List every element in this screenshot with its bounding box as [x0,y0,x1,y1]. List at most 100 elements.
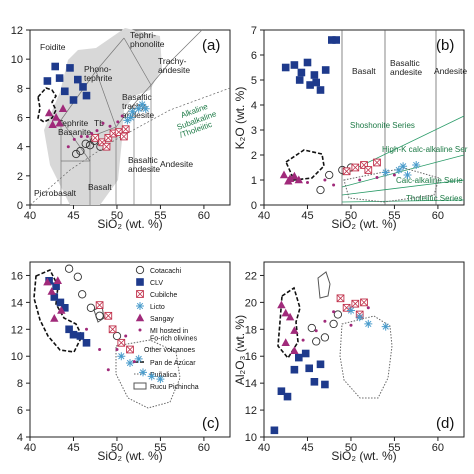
label-basaltic-andesite: Basaltic andesite [390,58,422,77]
point-clv-3 [295,76,304,84]
x-axis-label-d: SiO₂ (wt. %) [331,449,396,463]
point-licto-2 [403,170,412,180]
point-cubilche-4 [360,298,368,307]
tas-field-lines [60,29,203,205]
point-licto-4 [147,371,157,381]
x-tick-label: 40 [24,210,36,222]
svg-text:Licto: Licto [150,304,165,311]
rucu-pichincha-outline [317,271,331,299]
panel-letter-b: (b) [436,37,454,54]
point-mi-hosted-in-fo-rich-olivines-5 [392,173,396,177]
point-cubilche-6 [121,125,130,134]
label-basalt: Basalt [88,182,112,192]
x-tick-label: 50 [345,210,357,222]
point-cubilche-0 [336,294,345,303]
y-ticks-d: 10 12 14 16 18 20 22 [245,270,264,444]
point-licto-0 [346,306,356,315]
y-tick-label: 0 [17,200,23,212]
point-cubilche-1 [351,163,360,172]
point-mi-hosted-in-fo-rich-olivines-4 [101,121,105,125]
point-mi-hosted-in-fo-rich-olivines-3 [95,129,99,133]
point-mi-hosted-in-fo-rich-olivines-1 [72,137,76,141]
point-clv-9 [306,81,314,89]
label-andesite: Andesite [434,66,467,76]
y-tick-label: 5 [251,75,257,87]
x-tick-label: 55 [388,442,400,454]
point-cubilche-0 [342,167,351,176]
point-licto-5 [155,374,165,384]
punalica-outline [339,315,393,399]
point-clv-5 [301,349,310,358]
y-tick-label: 4 [251,100,257,112]
y-tick-label: 4 [17,432,23,444]
point-mi-hosted-in-fo-rich-olivines-2 [323,319,327,323]
point-mi-hosted-in-fo-rich-olivines-5 [108,124,112,128]
point-licto-2 [363,319,373,329]
y-tick-label: 16 [245,351,257,363]
legend-entry-sangay: Sangay [135,313,174,323]
point-cubilche-7 [91,134,100,142]
legend-entry-mi: MI hosted in Fo-rich olivines [138,328,198,342]
point-licto-1 [125,358,135,368]
x-tick-label: 40 [258,210,270,222]
y-tick-label: 7 [251,25,257,37]
svg-text:Pan de Azúcar: Pan de Azúcar [150,360,196,367]
label-phonotephrite: Phono-tephrite [84,64,113,83]
point-clv-8 [321,66,330,74]
y-ticks-a: 0 2 4 6 8 10 12 [11,25,30,212]
y-tick-label: 20 [245,297,257,309]
point-mi-hosted-in-fo-rich-olivines-4 [375,176,379,179]
point-cubilche-3 [364,166,373,174]
x-tick-label: 60 [198,442,210,454]
point-mi-hosted-in-fo-rich-olivines-8 [90,132,94,135]
pan-de-azucar-outline [284,149,325,181]
label-foidite: Foidite [40,42,66,52]
svg-text:Sangay: Sangay [150,316,174,323]
y-tick-label: 4 [17,142,23,154]
point-clv-0 [43,77,52,85]
point-clv-8 [69,96,78,104]
point-clv-0 [270,426,279,435]
point-cubilche-4 [126,345,134,354]
x-tick-label: 45 [301,210,313,222]
y-tick-label: 8 [17,83,23,95]
x-tick-label: 55 [388,210,400,222]
label-tholeiitic: Tholeiitic Series [406,194,462,203]
point-mi-hosted-in-fo-rich-olivines-9 [79,135,83,138]
y-tick-label: 6 [17,405,23,417]
point-cubilche-5 [120,132,128,141]
x-tick-label: 60 [432,210,444,222]
legend: Cotacachi CLV Cubilche Licto Sangay MI h… [133,265,199,391]
y-tick-label: 6 [251,50,257,62]
y-axis-label-b: K₂O (wt. %) [233,87,247,150]
y-tick-label: 0 [251,200,257,212]
point-clv-4 [295,353,303,362]
point-mi-hosted-in-fo-rich-olivines-6 [116,120,120,124]
y-axis-label-d: Al₂O₃ (wt. %) [233,315,247,385]
y-tick-label: 10 [245,432,257,444]
x-tick-label: 55 [154,210,166,222]
y-tick-label: 14 [11,297,23,309]
point-clv-8 [316,360,325,369]
y-ticks-c: 4 6 8 10 12 14 16 [11,270,30,444]
point-clv-6 [61,87,69,96]
y-tick-label: 12 [11,324,23,336]
x-tick-label: 50 [345,442,357,454]
point-cubilche-4 [102,142,111,151]
y-tick-label: 10 [11,54,23,66]
point-mi-hosted-in-fo-rich-olivines-3 [332,310,336,314]
svg-text:CLV: CLV [150,280,163,287]
point-clv-3 [290,365,299,374]
y-tick-label: 12 [245,405,257,417]
point-mi-hosted-in-fo-rich-olivines-7 [120,114,124,118]
point-mi-hosted-in-fo-rich-olivines-2 [332,183,336,187]
x-tick-label: 45 [67,442,79,454]
x-tick-label: 45 [301,442,313,454]
point-clv-5 [69,330,78,339]
x-tick-label: 40 [258,442,270,454]
point-mi-hosted-in-fo-rich-olivines-5 [366,306,370,310]
x-ticks-d: 40 45 50 55 60 [258,437,444,454]
point-cubilche-4 [373,158,381,167]
label-shoshonite: Shoshonite Series [350,121,415,130]
